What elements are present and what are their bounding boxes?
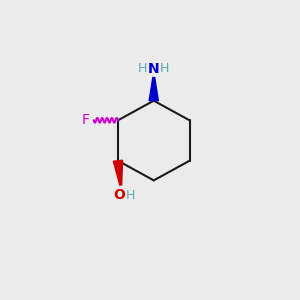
Text: H: H xyxy=(125,189,135,202)
Polygon shape xyxy=(113,160,122,185)
Text: H: H xyxy=(160,62,170,75)
Text: H: H xyxy=(138,62,147,75)
Text: N: N xyxy=(148,62,160,76)
Polygon shape xyxy=(149,78,158,101)
Text: F: F xyxy=(82,113,89,127)
Text: O: O xyxy=(114,188,125,202)
